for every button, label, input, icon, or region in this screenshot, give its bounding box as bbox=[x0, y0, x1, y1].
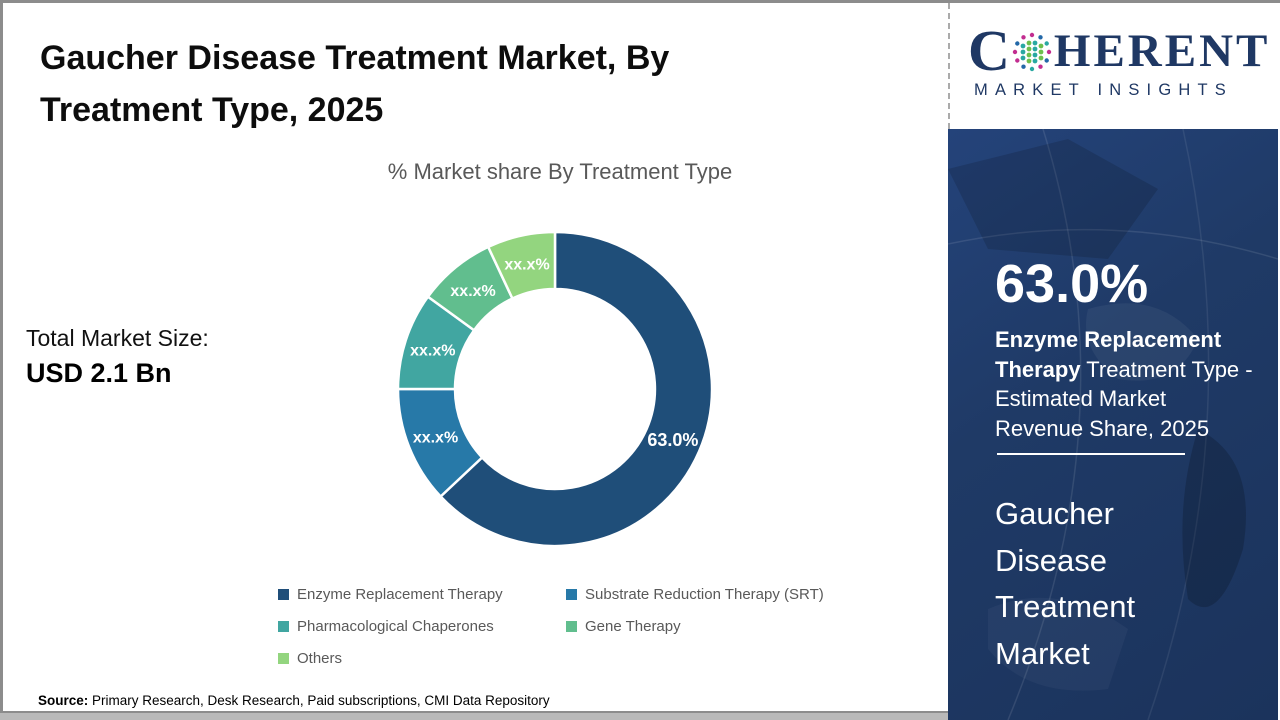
source-note: Source: Primary Research, Desk Research,… bbox=[38, 693, 550, 708]
globe-dots-icon bbox=[1012, 32, 1052, 72]
donut-segment-label: xx.x% bbox=[504, 257, 549, 274]
legend-item: Others bbox=[278, 650, 566, 667]
frame-bottom-band bbox=[0, 713, 950, 720]
chart-subtitle: % Market share By Treatment Type bbox=[387, 159, 733, 184]
donut-chart-svg: 63.0% xx.x% xx.x% xx.x% xx.x% bbox=[396, 230, 714, 548]
legend-item: Enzyme Replacement Therapy bbox=[278, 586, 566, 603]
brand-logo: C HERENT bbox=[968, 18, 1271, 83]
legend-label: Substrate Reduction Therapy (SRT) bbox=[585, 586, 824, 603]
logo-wordmark: HERENT bbox=[1053, 25, 1271, 77]
total-market-size-value: USD 2.1 Bn bbox=[26, 358, 172, 388]
donut-segment-label: 63.0% bbox=[647, 430, 698, 450]
sidebar-divider bbox=[997, 453, 1185, 455]
legend-label: Others bbox=[297, 650, 343, 667]
legend-swatch bbox=[566, 621, 577, 632]
total-market-size-label: Total Market Size: bbox=[26, 325, 209, 351]
logo-letter-c: C bbox=[968, 18, 1010, 83]
sidebar-stat-text: Treatment Type - Estimated Market Revenu… bbox=[995, 356, 1253, 441]
sidebar-stat-value: 63.0% bbox=[995, 254, 1149, 314]
world-map-texture bbox=[948, 129, 1278, 720]
source-text: Primary Research, Desk Research, Paid su… bbox=[88, 693, 550, 708]
legend-swatch bbox=[278, 621, 289, 632]
legend-label: Pharmacological Chaperones bbox=[297, 618, 494, 635]
sidebar-stat-segment-name: Enzyme Replacement Therapy bbox=[995, 327, 1222, 382]
frame-bottom-border bbox=[0, 711, 950, 713]
legend-label: Gene Therapy bbox=[585, 618, 681, 635]
sidebar-market-name: Gaucher Disease Treatment Market bbox=[995, 496, 1136, 671]
logo-tagline: MARKET INSIGHTS bbox=[974, 81, 1233, 99]
legend-swatch bbox=[278, 589, 289, 600]
legend-swatch bbox=[566, 589, 577, 600]
total-market-size-block: Total Market Size: USD 2.1 Bn bbox=[26, 325, 209, 389]
legend-item: Gene Therapy bbox=[566, 618, 824, 635]
frame-top-border bbox=[0, 0, 1280, 3]
legend-item: Substrate Reduction Therapy (SRT) bbox=[566, 586, 824, 603]
frame-left-border bbox=[0, 0, 3, 713]
donut-segment-label: xx.x% bbox=[410, 342, 455, 359]
page-title-line2: Treatment Type, 2025 bbox=[40, 91, 384, 129]
donut-segment bbox=[486, 230, 557, 300]
donut-segment-label: xx.x% bbox=[450, 283, 495, 300]
donut-segment bbox=[439, 230, 714, 548]
sidebar-stat-description: Enzyme Replacement Therapy Treatment Typ… bbox=[995, 325, 1259, 443]
donut-segment-label: xx.x% bbox=[413, 429, 458, 446]
sidebar: 63.0% Enzyme Replacement Therapy Treatme… bbox=[948, 129, 1278, 720]
logo-panel: C HERENT MARKET INSIGHTS bbox=[948, 3, 1278, 129]
donut-chart: 63.0% xx.x% xx.x% xx.x% xx.x% bbox=[378, 212, 732, 566]
page-title: Gaucher Disease Treatment Market, By Tre… bbox=[40, 32, 820, 136]
legend-swatch bbox=[278, 653, 289, 664]
page-title-line1: Gaucher Disease Treatment Market, By bbox=[40, 39, 670, 77]
chart-legend: Enzyme Replacement Therapy Substrate Red… bbox=[278, 586, 824, 667]
legend-label: Enzyme Replacement Therapy bbox=[297, 586, 503, 603]
source-label: Source: bbox=[38, 693, 89, 708]
legend-item: Pharmacological Chaperones bbox=[278, 618, 566, 635]
